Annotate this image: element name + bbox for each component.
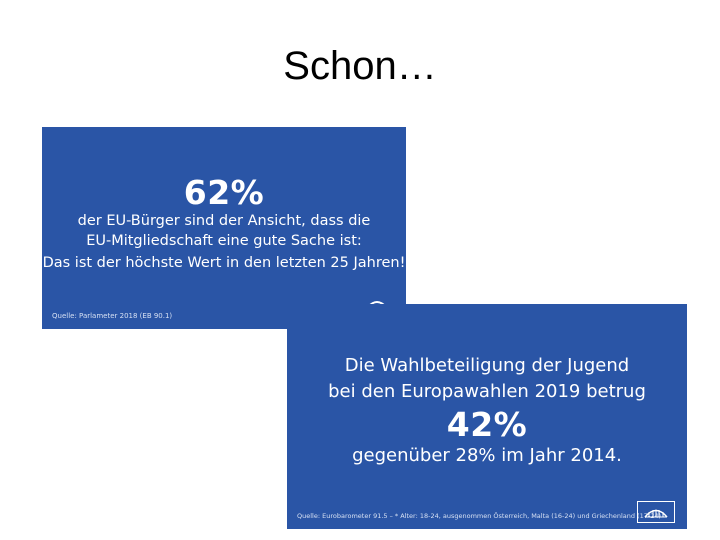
card2-source-note: Quelle: Eurobarometer 91.5 – * Alter: 18… <box>297 512 662 520</box>
infographic-card-youth-turnout: Die Wahlbeteiligung der Jugend bei den E… <box>287 304 687 529</box>
card1-text-line-1: der EU-Bürger sind der Ansicht, dass die <box>77 213 371 229</box>
slide-title: Schon… <box>283 44 437 88</box>
card2-text-line-3: gegenüber 28% im Jahr 2014. <box>352 445 622 466</box>
card2-text-line-2: bei den Europawahlen 2019 betrug <box>328 381 646 402</box>
card2-text-line-1: Die Wahlbeteiligung der Jugend <box>344 355 630 376</box>
card1-headline-percent: 62% <box>183 173 265 212</box>
infographic-card-eu-membership: 62% der EU-Bürger sind der Ansicht, dass… <box>42 127 406 329</box>
card1-source-note: Quelle: Parlameter 2018 (EB 90.1) <box>52 312 173 320</box>
card1-text-line-3: Das ist der höchste Wert in den letzten … <box>42 255 406 271</box>
card2-headline-percent: 42% <box>446 405 528 444</box>
card1-text-line-2: EU-Mitgliedschaft eine gute Sache ist: <box>86 233 362 249</box>
european-parliament-logo-icon <box>637 501 675 523</box>
